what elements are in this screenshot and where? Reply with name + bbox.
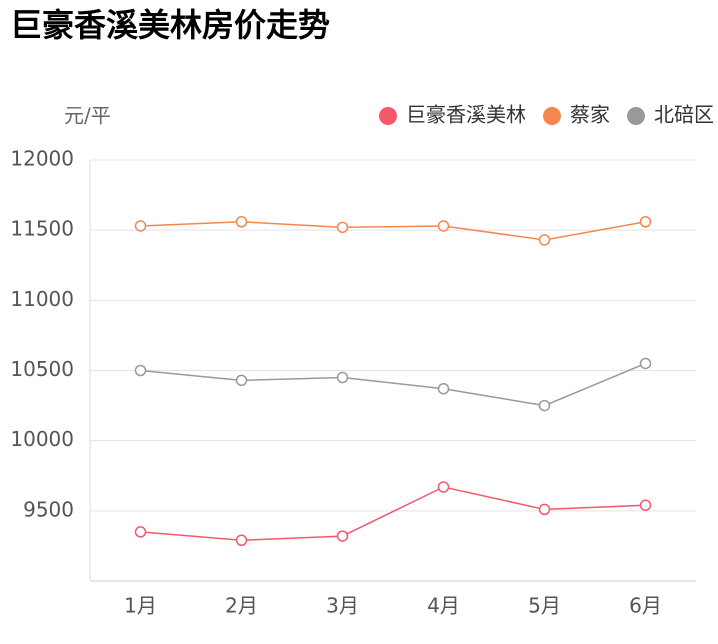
y-tick-label: 11500 [10,217,74,241]
x-tick-label: 4月 [427,594,460,618]
legend-marker [627,107,645,125]
x-tick-label: 2月 [225,594,258,618]
point [538,503,551,516]
series-line [140,486,646,542]
point [639,499,652,511]
y-tick-label: 11000 [10,287,74,311]
point [336,530,349,542]
point [235,534,248,547]
x-tick-label: 5月 [528,594,561,618]
point [639,215,652,228]
x-tick-label: 3月 [326,594,359,618]
point [134,220,147,232]
point [538,399,551,412]
series-line [140,362,646,407]
point [336,221,349,234]
y-tick-label: 10000 [10,427,74,451]
x-tick-label: 1月 [124,594,157,618]
point [134,364,147,377]
x-tick-label: 6月 [629,594,662,618]
chart-title: 巨豪香溪美林房价走势 [10,6,330,44]
point [538,234,551,246]
y-axis-label: 元/平 [64,104,111,128]
y-tick-label: 9500 [23,497,74,521]
point [437,382,450,395]
point [437,481,450,493]
point [437,220,450,232]
legend-marker [379,107,397,125]
point [235,374,248,387]
y-tick-label: 10500 [10,357,74,381]
point [639,357,652,370]
point [235,215,248,228]
legend-label: 巨豪香溪美林 [406,103,526,127]
point [134,526,147,538]
series-line [140,220,646,241]
y-tick-label: 12000 [10,147,74,171]
legend-marker [543,107,561,125]
legend-label: 北碚区 [654,103,714,127]
point [336,371,349,384]
legend-label: 蔡家 [570,103,610,127]
